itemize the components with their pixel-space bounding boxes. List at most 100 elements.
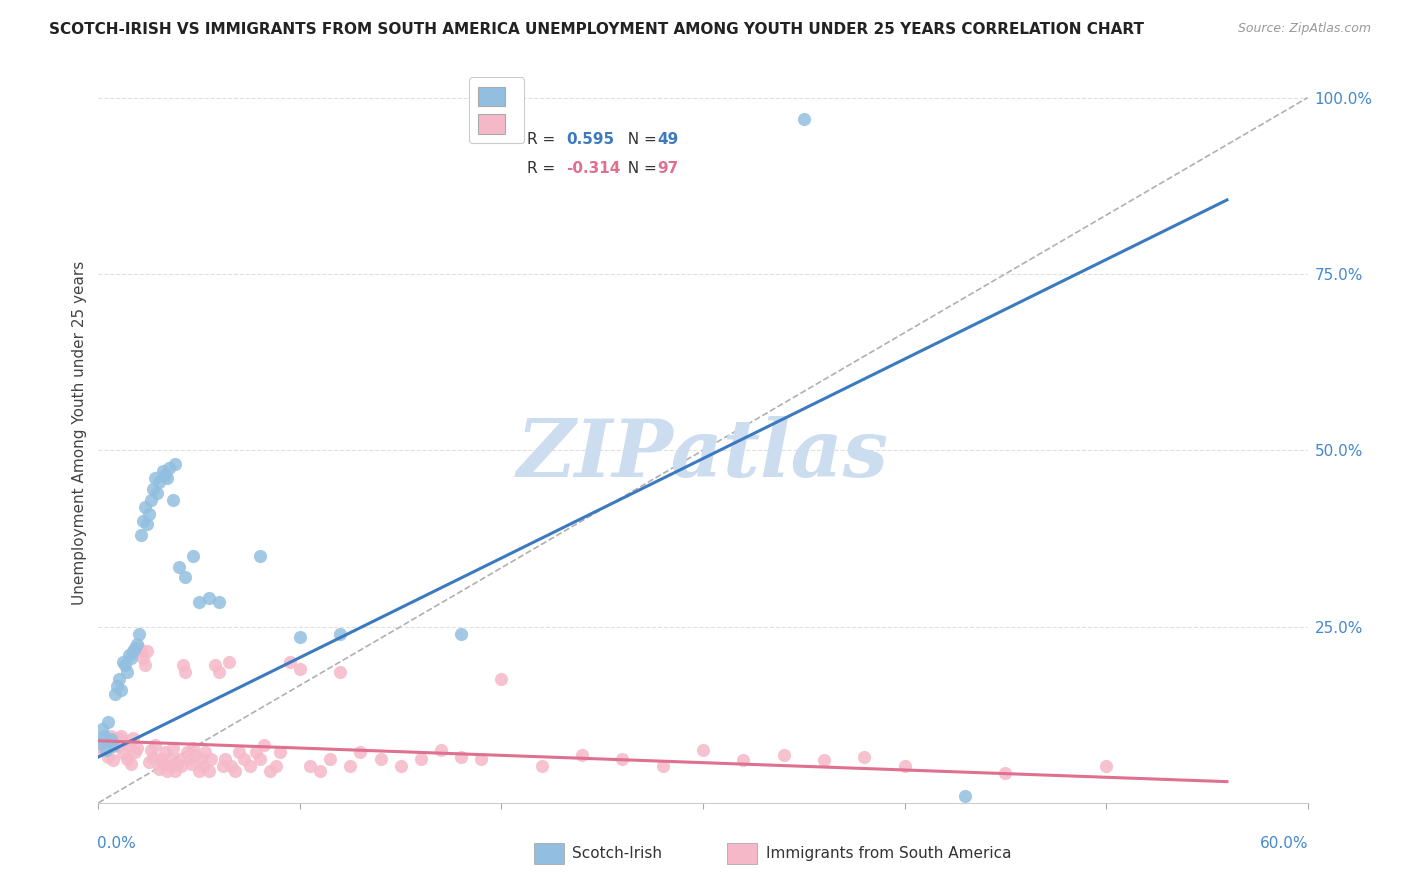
Point: [97, 750, 120, 764]
Point: [157, 752, 180, 766]
Point: [111, 747, 134, 761]
Point: [389, 759, 412, 773]
Point: [339, 759, 361, 773]
Point: [245, 745, 267, 759]
Point: [107, 673, 129, 687]
Point: [142, 750, 165, 764]
Point: [212, 759, 235, 773]
Point: [179, 752, 201, 766]
Point: [163, 458, 186, 472]
Legend: , : ,: [468, 78, 524, 143]
Point: [278, 655, 301, 669]
Point: [612, 752, 634, 766]
Point: [91, 722, 114, 736]
Text: Immigrants from South America: Immigrants from South America: [766, 846, 1011, 861]
Point: [329, 626, 352, 640]
Point: [188, 595, 211, 609]
Point: [134, 500, 156, 514]
Point: [571, 747, 593, 762]
Text: N =: N =: [619, 132, 662, 147]
Point: [153, 745, 176, 759]
Point: [309, 764, 332, 778]
Point: [121, 644, 143, 658]
Text: 97: 97: [658, 161, 679, 176]
Point: [491, 119, 513, 133]
Point: [96, 743, 118, 757]
Point: [249, 549, 271, 563]
Point: [118, 648, 141, 662]
Text: 0.595: 0.595: [567, 132, 614, 147]
Point: [163, 764, 186, 778]
Point: [204, 658, 226, 673]
Point: [115, 752, 138, 766]
Text: 60.0%: 60.0%: [1260, 836, 1309, 851]
Point: [299, 759, 322, 773]
FancyBboxPatch shape: [727, 843, 758, 863]
Point: [329, 665, 352, 680]
Point: [93, 740, 115, 755]
Point: [319, 752, 342, 766]
Point: [200, 752, 222, 766]
Point: [134, 658, 156, 673]
Point: [172, 658, 194, 673]
Point: [101, 754, 124, 768]
Point: [132, 514, 155, 528]
Point: [125, 740, 148, 755]
Point: [143, 471, 166, 485]
Text: ZIPatlas: ZIPatlas: [517, 416, 889, 493]
Point: [288, 662, 311, 676]
Point: [100, 732, 122, 747]
Point: [253, 738, 276, 752]
Point: [249, 752, 271, 766]
Point: [194, 745, 217, 759]
Point: [166, 757, 188, 772]
Point: [793, 112, 815, 126]
Point: [110, 683, 132, 698]
Y-axis label: Unemployment Among Youth under 25 years: Unemployment Among Youth under 25 years: [72, 260, 87, 605]
Point: [772, 747, 794, 762]
Point: [409, 752, 432, 766]
Point: [450, 750, 472, 764]
Point: [125, 637, 148, 651]
Point: [100, 729, 122, 743]
Point: [450, 626, 472, 640]
Point: [97, 714, 120, 729]
Point: [530, 759, 553, 773]
Point: [893, 759, 915, 773]
Point: [430, 743, 453, 757]
Point: [120, 757, 142, 772]
Point: [149, 752, 172, 766]
Point: [105, 680, 128, 694]
Point: [124, 640, 146, 655]
Point: [128, 626, 150, 640]
Point: [198, 591, 221, 606]
Point: [228, 745, 250, 759]
FancyBboxPatch shape: [534, 843, 564, 863]
Point: [733, 754, 755, 768]
Point: [692, 743, 714, 757]
Point: [135, 644, 157, 658]
Point: [152, 464, 174, 478]
Point: [994, 766, 1017, 780]
Point: [132, 651, 155, 665]
Point: [121, 731, 143, 745]
Text: Scotch-Irish: Scotch-Irish: [572, 846, 662, 861]
Point: [181, 740, 204, 755]
Point: [107, 739, 129, 754]
Text: Source: ZipAtlas.com: Source: ZipAtlas.com: [1237, 22, 1371, 36]
Point: [114, 658, 136, 673]
Point: [370, 752, 392, 766]
Point: [103, 736, 125, 750]
Point: [208, 595, 231, 609]
Point: [214, 752, 236, 766]
Point: [148, 762, 170, 776]
Point: [135, 517, 157, 532]
Point: [180, 757, 202, 772]
Point: [174, 665, 197, 680]
Point: [174, 570, 197, 584]
Point: [128, 640, 150, 655]
Point: [143, 738, 166, 752]
Point: [193, 759, 215, 773]
Point: [190, 752, 212, 766]
Text: SCOTCH-IRISH VS IMMIGRANTS FROM SOUTH AMERICA UNEMPLOYMENT AMONG YOUTH UNDER 25 : SCOTCH-IRISH VS IMMIGRANTS FROM SOUTH AM…: [49, 22, 1144, 37]
